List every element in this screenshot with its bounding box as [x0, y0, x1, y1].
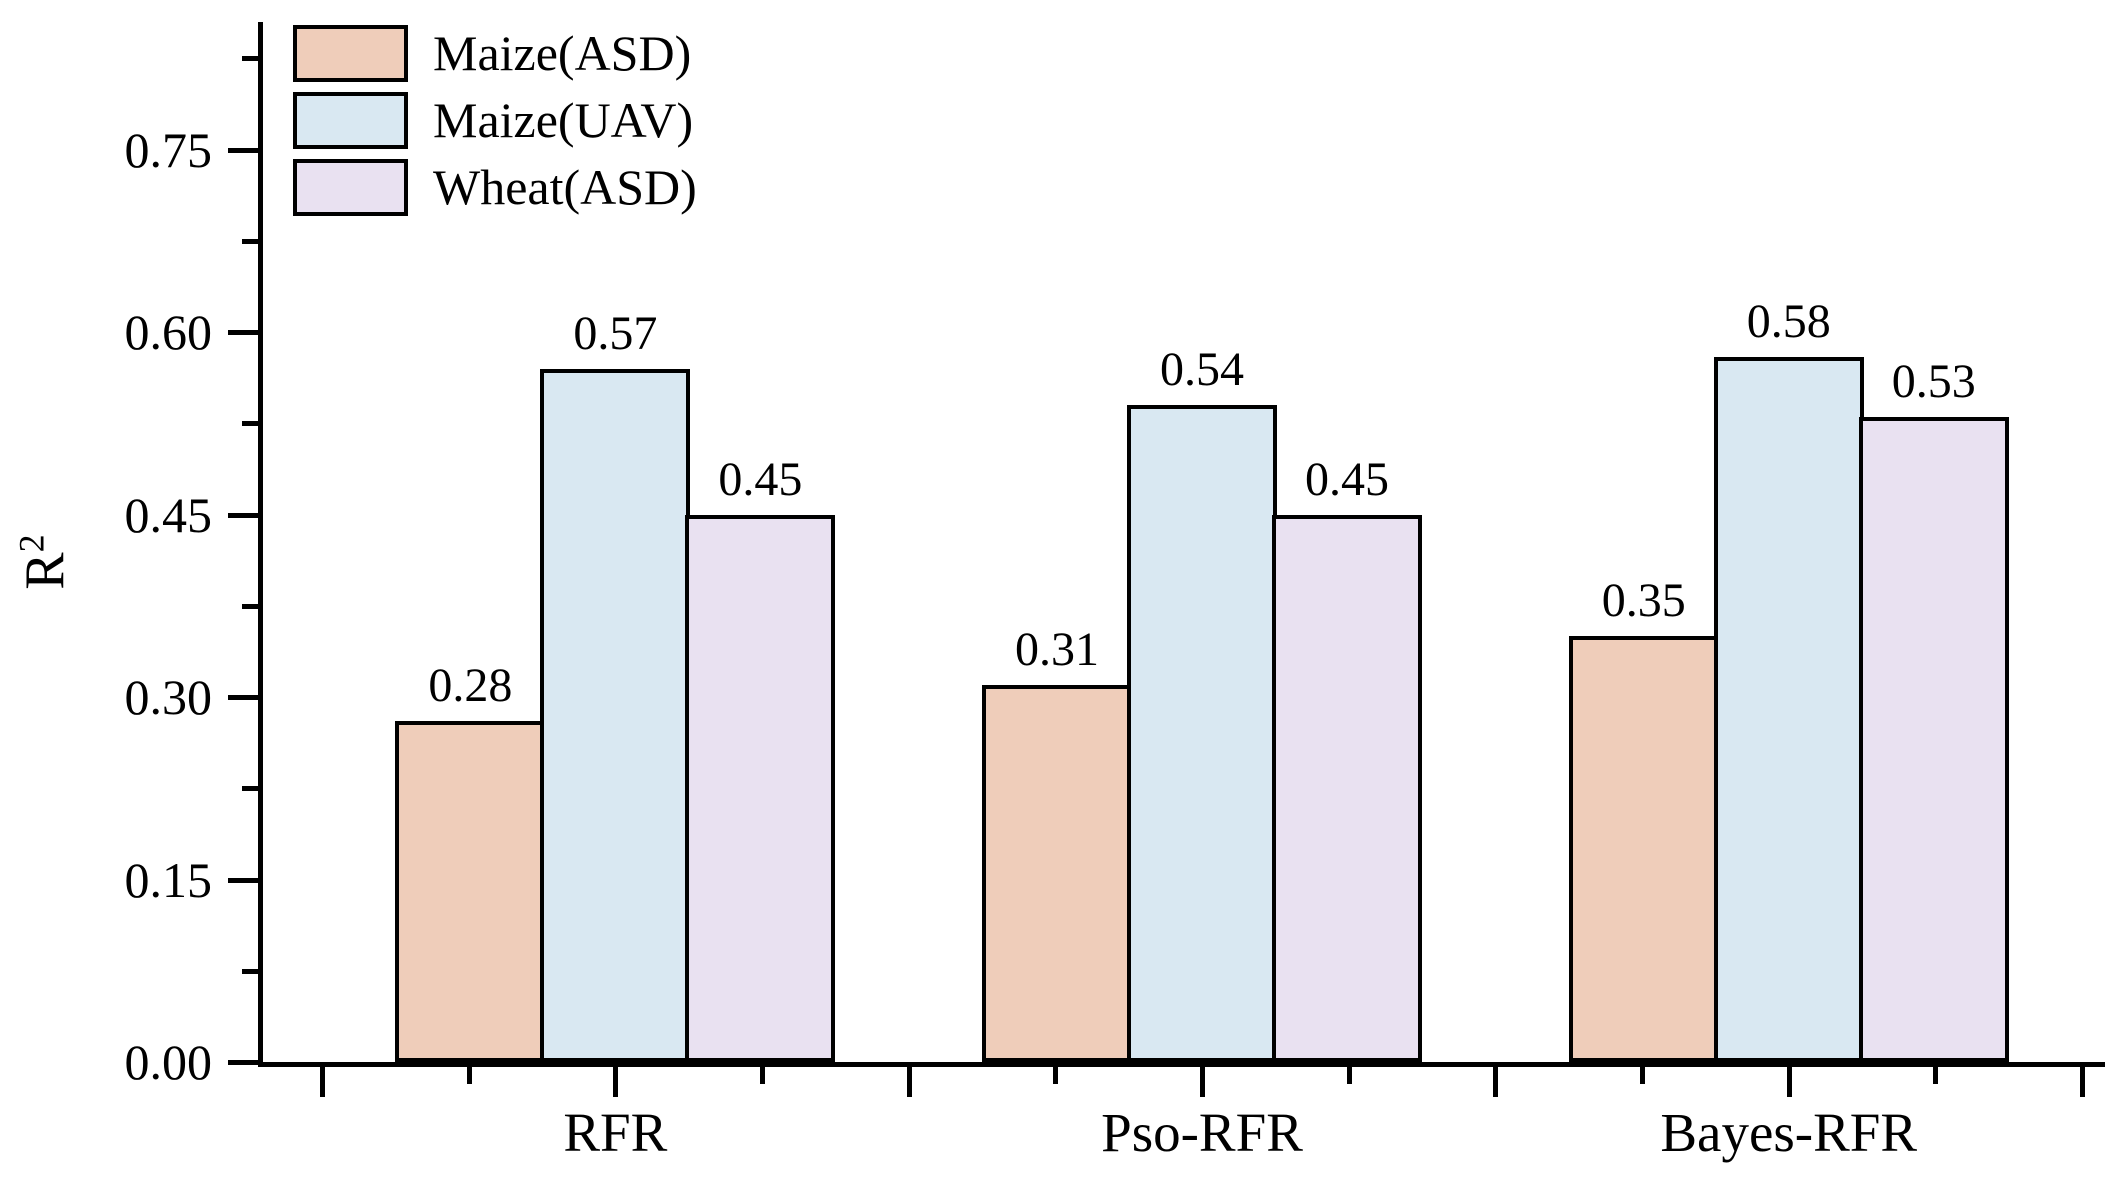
y-axis-minor-tick: [242, 238, 258, 244]
x-axis-category-label: RFR: [563, 1102, 668, 1163]
y-axis-line: [258, 22, 263, 1067]
x-axis-major-tick: [906, 1067, 912, 1097]
y-axis-tick-label: 0.00: [124, 1034, 213, 1090]
bar-maize-uav--rfr: [540, 368, 691, 1062]
bar-maize-asd--bayes-rfr: [1568, 636, 1719, 1062]
bar-maize-asd--pso-rfr: [982, 684, 1133, 1062]
x-axis-minor-tick: [1933, 1067, 1939, 1084]
bar-value-label: 0.57: [573, 306, 658, 360]
legend-swatch-maize-uav-: [293, 92, 408, 149]
y-axis-major-tick: [228, 512, 258, 518]
y-axis-major-tick: [228, 147, 258, 153]
y-axis-minor-tick: [242, 603, 258, 609]
bar-value-label: 0.31: [1015, 622, 1100, 676]
y-axis-major-tick: [228, 1060, 258, 1065]
y-axis-tick-label: 0.30: [124, 669, 213, 726]
y-axis-minor-tick: [242, 968, 258, 974]
y-axis-title-superscript: 2: [11, 534, 52, 553]
y-axis-major-tick: [228, 695, 258, 701]
x-axis-minor-tick: [760, 1067, 765, 1084]
x-axis-major-tick: [613, 1067, 619, 1097]
x-axis-minor-tick: [1346, 1067, 1352, 1084]
y-axis-tick-label: 0.60: [124, 304, 213, 361]
x-axis-minor-tick: [1053, 1067, 1059, 1084]
y-axis-minor-tick: [242, 786, 258, 792]
legend: Maize(ASD) Maize(UAV) Wheat(ASD): [293, 25, 713, 225]
x-axis-minor-tick: [466, 1067, 472, 1084]
bar-value-label: 0.35: [1601, 574, 1686, 628]
bar-value-label: 0.53: [1891, 355, 1976, 409]
x-axis-minor-tick: [1640, 1067, 1646, 1084]
bar-value-label: 0.45: [718, 452, 803, 506]
x-axis-category-label: Bayes-RFR: [1660, 1102, 1918, 1163]
bar-wheat-asd--rfr: [685, 514, 836, 1062]
bar-value-label: 0.54: [1160, 343, 1245, 397]
y-axis-major-tick: [228, 330, 258, 336]
legend-swatch-wheat-asd-: [293, 159, 408, 216]
bar-wheat-asd--bayes-rfr: [1858, 417, 2009, 1062]
bar-value-label: 0.28: [428, 659, 513, 713]
x-axis-major-tick: [2080, 1067, 2086, 1097]
bar-value-label: 0.45: [1305, 452, 1390, 506]
y-axis-title-base: R: [14, 552, 76, 590]
x-axis-major-tick: [1786, 1067, 1792, 1097]
legend-label: Maize(UAV): [433, 92, 694, 148]
x-axis-major-tick: [320, 1067, 325, 1097]
legend-swatch-maize-asd-: [293, 25, 408, 82]
x-axis-major-tick: [1493, 1067, 1499, 1097]
bar-wheat-asd--pso-rfr: [1272, 514, 1423, 1062]
bar-value-label: 0.58: [1746, 294, 1831, 348]
bar-maize-uav--bayes-rfr: [1713, 356, 1864, 1062]
legend-label: Wheat(ASD): [433, 159, 697, 215]
y-axis-minor-tick: [242, 56, 258, 62]
y-axis-minor-tick: [242, 421, 258, 427]
y-axis-tick-label: 0.15: [124, 851, 213, 908]
x-axis-line: [258, 1062, 2105, 1067]
x-axis-category-label: Pso-RFR: [1101, 1102, 1303, 1163]
x-axis-major-tick: [1200, 1067, 1206, 1097]
bar-maize-uav--pso-rfr: [1127, 405, 1278, 1062]
bar-maize-asd--rfr: [395, 721, 546, 1062]
y-axis-major-tick: [228, 877, 258, 883]
y-axis-tick-label: 0.45: [124, 486, 213, 543]
y-axis-tick-label: 0.75: [124, 121, 213, 178]
legend-label: Maize(ASD): [433, 25, 692, 81]
